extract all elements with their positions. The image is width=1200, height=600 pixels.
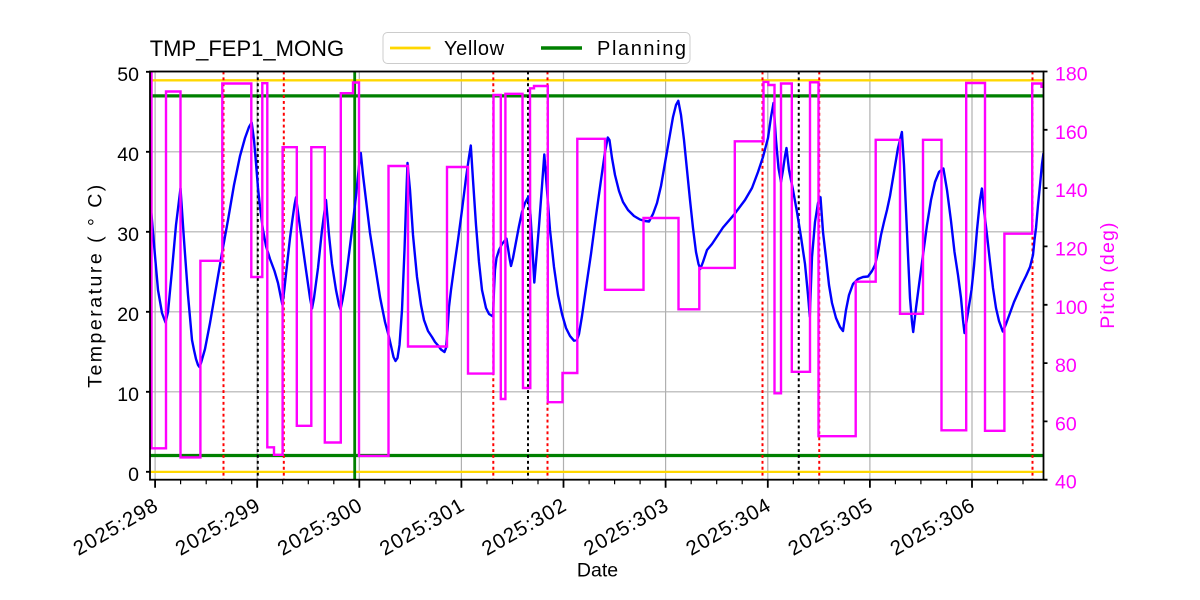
svg-text:20: 20 <box>117 304 139 326</box>
svg-text:60: 60 <box>1055 413 1077 435</box>
svg-text:180: 180 <box>1055 64 1088 86</box>
svg-text:Planning: Planning <box>597 38 688 60</box>
svg-text:40: 40 <box>117 144 139 166</box>
svg-text:120: 120 <box>1055 238 1088 260</box>
svg-text:10: 10 <box>117 384 139 406</box>
svg-text:160: 160 <box>1055 122 1088 144</box>
svg-text:Pitch (deg): Pitch (deg) <box>1097 221 1119 329</box>
svg-text:80: 80 <box>1055 355 1077 377</box>
svg-text:100: 100 <box>1055 297 1088 319</box>
svg-text:TMP_FEP1_MONG: TMP_FEP1_MONG <box>150 36 344 61</box>
svg-text:Yellow: Yellow <box>444 38 505 60</box>
svg-text:40: 40 <box>1055 472 1077 494</box>
svg-text:140: 140 <box>1055 180 1088 202</box>
svg-text:Temperature ( ° C): Temperature ( ° C) <box>85 182 107 388</box>
svg-text:0: 0 <box>128 464 139 486</box>
svg-text:50: 50 <box>117 64 139 86</box>
svg-text:30: 30 <box>117 224 139 246</box>
svg-text:Date: Date <box>577 560 618 582</box>
